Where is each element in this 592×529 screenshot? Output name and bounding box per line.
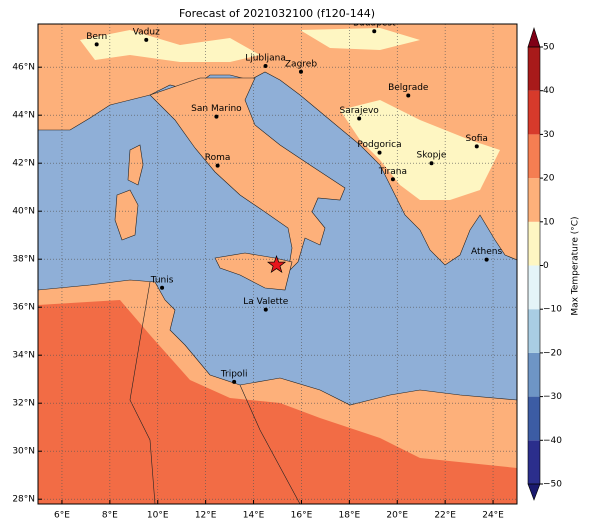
lat-tick-label: 38°N [12,255,35,265]
colorbar: −50 −40 −30 −20 −10 0 10 20 30 40 50 [527,27,562,501]
colorbar-segment [528,440,540,484]
colorbar-tick-label: −10 [543,305,562,315]
colorbar-segment [528,265,540,310]
city-label: Belgrade [388,83,429,93]
colorbar-tick-label: 40 [543,86,555,96]
city-dot [390,177,395,182]
city-label: Podgorica [357,140,401,150]
city-dot [377,150,382,155]
city-dot [232,379,237,384]
colorbar-tick-label: −20 [543,348,562,358]
lat-tick-label: 40°N [12,207,35,217]
city-dot [429,161,434,166]
city-label: Skopje [417,151,447,161]
city-label: Zagreb [285,59,317,69]
colorbar-tick-label: −40 [543,436,562,446]
lon-tick-label: 12°E [195,511,217,521]
colorbar-extend-low [527,483,541,501]
colorbar-tick-label: 20 [543,174,555,184]
colorbar-tick-label: 50 [543,43,555,53]
cold-patch-north [300,28,420,50]
event-marker [267,254,287,274]
lon-tick-label: 16°E [291,511,313,521]
lon-tick-label: 8°E [102,511,118,521]
city-dot [406,93,411,98]
city-label: Tirana [378,167,407,177]
city-dot [263,64,268,68]
lon-tick-label: 24°E [482,511,504,521]
lon-tick-label: 14°E [243,511,265,521]
colorbar-tick-label: 10 [543,217,555,227]
lat-tick-label: 44°N [12,111,35,121]
city-label: Bern [86,32,107,42]
colorbar-label: Max Temperature (°C) [571,216,581,315]
city-dot [484,257,489,262]
city-dot [160,285,165,290]
colorbar-tick-label: 30 [543,130,555,140]
cold-patch-alps [80,30,260,62]
colorbar-segment [528,221,540,266]
colorbar-segment [528,396,540,441]
city-label: San Marino [191,104,242,114]
colorbar-tick-label: 0 [543,261,549,271]
lon-tick-label: 18°E [339,511,361,521]
city-dot [144,37,149,42]
city-dot [372,29,377,34]
colorbar-segment [528,178,540,222]
city-label: Budapest [353,19,396,29]
city-label: Ljubljana [245,54,286,64]
cold-patch-balkans [340,100,500,200]
colorbar-segment [528,352,540,397]
colorbar-tick-label: −50 [543,480,562,490]
lat-tick-label: 30°N [12,447,35,457]
city-label: Tripoli [220,369,248,379]
city-label: Sarajevo [340,106,380,116]
colorbar-segment [528,90,540,135]
colorbar-segment [528,309,540,353]
city-label: Roma [205,153,231,163]
lon-tick-label: 20°E [386,511,408,521]
lat-tick-label: 46°N [12,63,35,73]
colorbar-extend-high [527,27,541,48]
land-corsica [127,144,144,186]
city-dot [94,42,99,47]
city-dot [263,307,268,312]
lon-tick-label: 6°E [54,511,70,521]
city-label: La Valette [243,297,288,307]
lat-tick-label: 36°N [12,303,35,313]
grid [38,24,517,504]
city-dot [474,144,479,149]
colorbar-tick-label: −30 [543,392,562,402]
land-italy [149,77,346,273]
city-label: Sofia [466,134,488,144]
plot-frame [37,23,518,505]
lat-tick-label: 42°N [12,159,35,169]
lon-tick-label: 10°E [147,511,169,521]
ticks: 6°E 8°E 10°E 12°E 14°E 16°E 18°E 20°E 22°E 24°E 28… [12,63,504,521]
city-dot [214,114,219,119]
city-dot [357,116,362,121]
city-label: Tunis [150,275,174,285]
colorbar-segment [528,47,540,91]
city-label: Vaduz [133,27,160,37]
lat-tick-label: 28°N [12,495,35,505]
city-label: Athens [471,247,502,257]
city-dot [298,69,303,74]
title: Forecast of 2021032100 (f120-144) [179,7,375,20]
lon-tick-label: 22°E [434,511,456,521]
lat-tick-label: 32°N [12,399,35,409]
land-sardinia [114,189,139,241]
lat-tick-label: 34°N [12,351,35,361]
colorbar-segment [528,134,540,179]
city-dot [215,163,220,168]
